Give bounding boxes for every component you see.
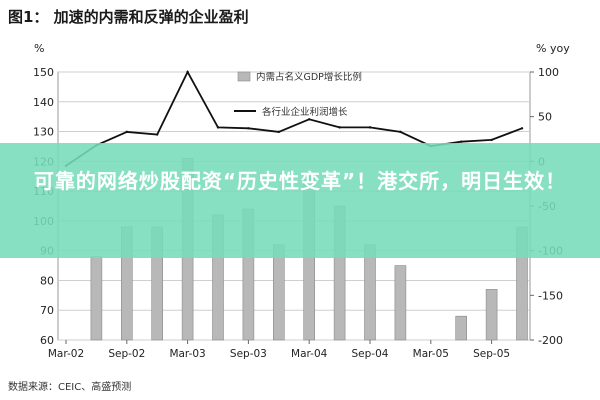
- line-point: [520, 127, 524, 130]
- left-tick-label: 70: [40, 304, 54, 317]
- line-point: [156, 133, 159, 136]
- line-point: [125, 130, 128, 134]
- bar: [394, 265, 407, 341]
- line-point: [338, 126, 341, 129]
- right-tick-label: 50: [538, 111, 552, 124]
- right-tick-label: -200: [538, 334, 563, 347]
- left-tick-label: 150: [33, 66, 54, 79]
- line-point: [308, 118, 311, 121]
- line-point: [490, 138, 493, 142]
- legend-bar-label: 内需占名义GDP增长比例: [256, 71, 362, 83]
- overlay-banner: 可靠的网络炒股配资“历史性变革”！港交所，明日生效！: [0, 143, 600, 258]
- x-tick-label: Sep-04: [352, 348, 389, 360]
- line-point: [277, 130, 280, 134]
- line-point: [216, 126, 220, 129]
- x-tick-label: Mar-02: [48, 348, 84, 360]
- x-tick-label: Mar-03: [169, 348, 205, 360]
- x-tick-label: Sep-05: [473, 348, 510, 360]
- line-point: [399, 130, 402, 134]
- x-tick-label: Mar-05: [413, 348, 449, 360]
- left-tick-label: 60: [40, 334, 54, 347]
- bar: [485, 289, 498, 341]
- left-tick-label: 80: [40, 274, 54, 287]
- bar: [455, 315, 468, 341]
- right-tick-label: -150: [538, 289, 563, 302]
- left-axis-label: %: [34, 42, 44, 55]
- line-point: [186, 70, 189, 74]
- x-tick-label: Sep-02: [108, 348, 145, 360]
- bar: [272, 244, 285, 341]
- chart-title: 图1： 加速的内需和反弹的企业盈利: [8, 8, 249, 26]
- left-tick-label: 140: [33, 96, 54, 109]
- x-tick-label: Mar-04: [291, 348, 328, 360]
- legend-line-label: 各行业企业利润增长: [262, 106, 348, 118]
- x-tick-label: Sep-03: [230, 348, 267, 360]
- line-point: [460, 140, 463, 143]
- line-point: [247, 127, 250, 130]
- bar: [90, 256, 103, 341]
- right-axis-label: % yoy: [536, 42, 570, 55]
- banner-text: 可靠的网络炒股配资“历史性变革”！港交所，明日生效！: [33, 169, 567, 193]
- left-tick-label: 130: [33, 126, 54, 139]
- legend-bar-swatch: [237, 71, 251, 82]
- bar: [364, 244, 376, 341]
- line-point: [368, 126, 372, 129]
- right-tick-label: 100: [538, 66, 559, 79]
- source-note: 数据来源：CEIC、高盛预测: [8, 382, 132, 393]
